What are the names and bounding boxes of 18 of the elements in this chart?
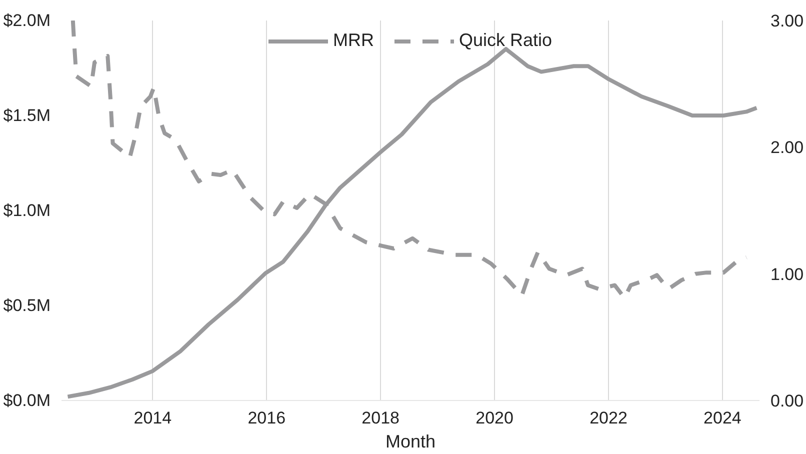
- y2-tick-label: 2.00: [770, 138, 804, 158]
- y2-tick-label: 0.00: [770, 392, 804, 410]
- legend-label: MRR: [332, 30, 374, 51]
- y-tick-label: $0.5M: [3, 296, 50, 315]
- x-tick-label: 2016: [248, 408, 286, 428]
- x-tick-label: 2014: [134, 408, 172, 428]
- x-tick-label: 2018: [362, 408, 400, 428]
- y-tick-label: $1.0M: [3, 201, 50, 220]
- x-tick-label: 2020: [476, 408, 514, 428]
- y2-tick-label: 1.00: [770, 264, 804, 284]
- x-tick-label: 2024: [704, 408, 742, 428]
- y2-tick-label: 3.00: [770, 12, 804, 30]
- y-tick-label: $0.0M: [3, 391, 50, 410]
- x-axis-title: Month: [385, 432, 436, 452]
- y-tick-label: $1.5M: [3, 106, 50, 125]
- legend-label: Quick Ratio: [458, 30, 552, 51]
- y-tick-label: $2.0M: [3, 11, 50, 30]
- x-tick-label: 2022: [590, 408, 628, 428]
